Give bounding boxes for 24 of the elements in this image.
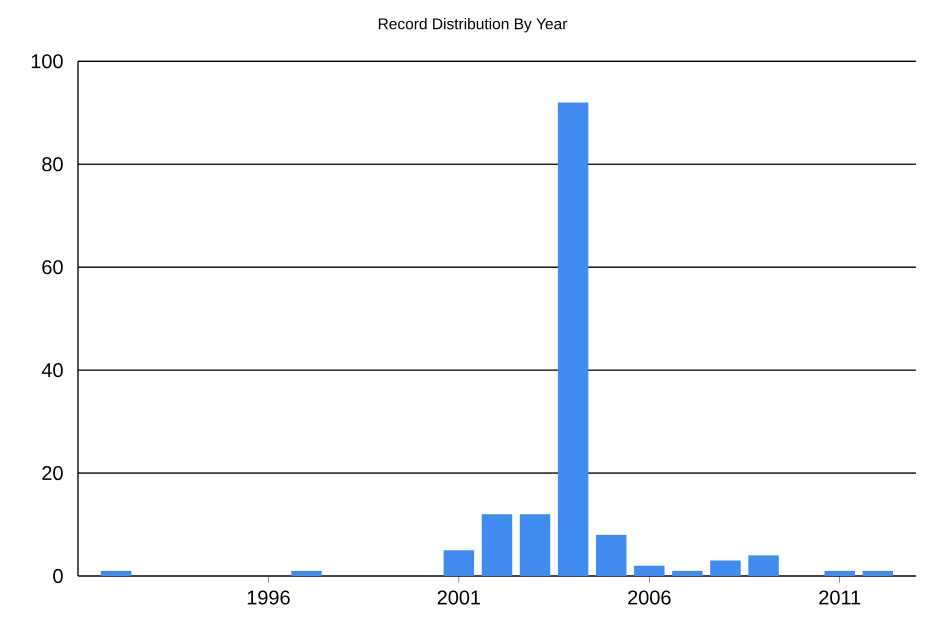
x-tick-label: 2001: [438, 590, 480, 605]
x-tick-label: 2006: [628, 590, 671, 605]
x-tick-label: 2011: [819, 590, 860, 605]
y-tick-label: 60: [42, 260, 63, 274]
y-tick-label: 100: [32, 54, 63, 68]
x-tick-label: 1996: [248, 590, 290, 605]
bar: [291, 570, 322, 576]
y-tick-label: 40: [42, 363, 63, 378]
bar: [482, 514, 512, 576]
bar: [558, 102, 588, 576]
bar: [444, 550, 474, 576]
bar: [748, 555, 779, 576]
bar: [862, 570, 894, 576]
bar: [596, 534, 626, 576]
y-tick-label: 80: [42, 157, 63, 172]
bar: [100, 570, 132, 576]
y-tick-label: 0: [53, 568, 63, 584]
bar: [824, 570, 855, 576]
bar: [520, 514, 550, 576]
bar: [672, 570, 703, 576]
bar: [710, 560, 741, 576]
chart-title: Record Distribution By Year: [378, 18, 568, 32]
y-tick-label: 20: [42, 466, 63, 480]
bar: [634, 566, 665, 576]
